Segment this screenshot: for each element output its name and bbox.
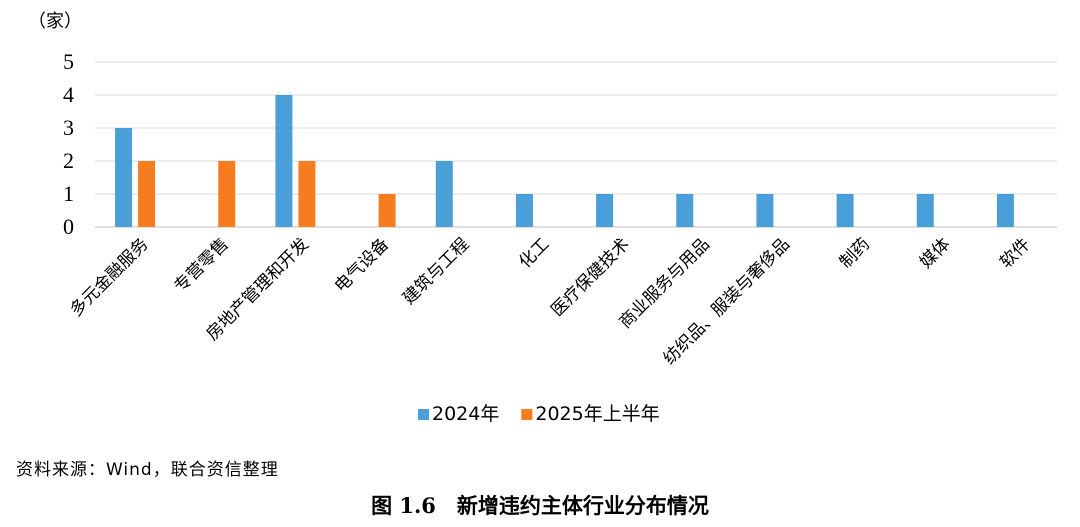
x-category-label: 建筑与工程: [399, 234, 473, 308]
legend-swatch: [418, 409, 429, 420]
x-category-label: 医疗保健技术: [547, 234, 633, 320]
x-category-label: 媒体: [916, 234, 954, 272]
x-category-label: 电气设备: [331, 234, 393, 296]
x-category-label: 多元金融服务: [66, 234, 152, 320]
y-tick-label: 2: [63, 148, 74, 173]
bar-series1: [275, 95, 293, 227]
y-tick-label: 1: [63, 181, 74, 206]
bar-series1: [596, 194, 614, 227]
x-category-label: 软件: [996, 234, 1034, 272]
bar-series1: [756, 194, 774, 227]
bar-series1: [916, 194, 934, 227]
bar-series2: [138, 161, 156, 227]
x-category-label: 化工: [515, 234, 553, 272]
source-note: 资料来源：Wind，联合资信整理: [16, 460, 279, 480]
bar-series2: [218, 161, 236, 227]
bar-series1: [435, 161, 453, 227]
bar-series1: [996, 194, 1014, 227]
gridlines: [95, 61, 1057, 228]
x-category-label: 制药: [836, 234, 874, 272]
legend: 2024年 2025年上半年: [418, 403, 660, 425]
y-tick-label: 3: [63, 115, 74, 140]
bar-series1: [676, 194, 694, 227]
y-tick-label: 5: [63, 49, 74, 74]
legend-label: 2025年上半年: [535, 403, 659, 425]
y-tick-labels: 0 1 2 3 4 5: [63, 49, 74, 239]
legend-label: 2024年: [432, 403, 499, 425]
legend-swatch: [521, 409, 533, 420]
bar-series1: [836, 194, 854, 227]
y-axis-unit: （家）: [28, 11, 82, 32]
bar-series1: [515, 194, 533, 227]
bar-series1: [115, 128, 133, 227]
figure-caption: 图 1.6 新增违约主体行业分布情况: [371, 493, 709, 518]
y-tick-label: 4: [63, 82, 74, 107]
bar-series2: [378, 194, 396, 227]
bars: [115, 95, 1014, 227]
y-tick-label: 0: [63, 214, 74, 239]
x-category-label: 专营零售: [171, 234, 233, 296]
bar-series2: [298, 161, 316, 227]
